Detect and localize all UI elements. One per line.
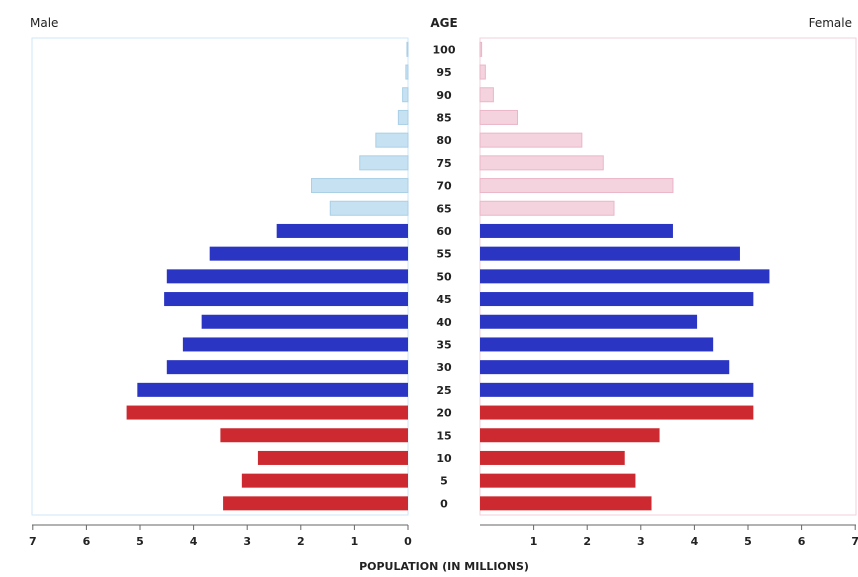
age-label-10: 10: [436, 452, 452, 465]
bar-male-20: [126, 405, 408, 420]
bar-male-55: [209, 246, 408, 261]
bar-female-20: [480, 405, 754, 420]
age-label-5: 5: [440, 475, 448, 488]
bar-female-50: [480, 269, 770, 284]
bar-male-100: [406, 41, 409, 57]
bar-male-85: [397, 109, 409, 125]
x-axis-label: POPULATION (IN MILLIONS): [359, 560, 529, 573]
bar-female-60: [480, 223, 673, 238]
bar-male-90: [402, 87, 409, 103]
bar-female-55: [480, 246, 740, 261]
bar-male-5: [241, 473, 408, 488]
bar-male-95: [405, 64, 409, 80]
age-label-55: 55: [436, 248, 451, 261]
bar-male-50: [166, 269, 408, 284]
bar-female-95: [479, 64, 486, 80]
age-label-35: 35: [436, 338, 451, 351]
age-label-60: 60: [436, 225, 452, 238]
x-tick-label-right-5: 5: [744, 535, 752, 548]
age-label-20: 20: [436, 407, 452, 420]
bar-male-25: [137, 382, 408, 397]
x-tick-label-right-7: 7: [851, 535, 858, 548]
age-label-100: 100: [433, 43, 456, 56]
age-column-header: AGE: [430, 16, 457, 30]
age-label-70: 70: [436, 180, 452, 193]
x-tick-label-left-7: 7: [29, 535, 37, 548]
bar-male-40: [201, 314, 408, 329]
bar-female-80: [479, 132, 583, 148]
bar-male-45: [164, 292, 408, 307]
age-label-15: 15: [436, 429, 451, 442]
age-label-25: 25: [436, 384, 451, 397]
bar-male-60: [276, 223, 408, 238]
bar-male-30: [166, 360, 408, 375]
x-tick-label-right-4: 4: [691, 535, 699, 548]
bar-male-65: [329, 200, 409, 216]
bar-male-0: [223, 496, 408, 511]
x-tick-label-left-0: 0: [404, 535, 412, 548]
bar-female-15: [480, 428, 660, 443]
bar-female-0: [480, 496, 652, 511]
x-tick-label-right-1: 1: [530, 535, 538, 548]
age-label-40: 40: [436, 316, 452, 329]
bar-male-10: [257, 450, 408, 465]
bar-male-75: [359, 155, 409, 171]
bar-female-75: [479, 155, 604, 171]
bar-female-90: [479, 87, 494, 103]
age-label-45: 45: [436, 293, 451, 306]
x-tick-label-left-6: 6: [83, 535, 91, 548]
x-tick-label-right-3: 3: [637, 535, 645, 548]
x-tick-label-left-4: 4: [190, 535, 198, 548]
x-tick-label-left-1: 1: [351, 535, 359, 548]
bar-female-5: [480, 473, 636, 488]
x-tick-label-left-5: 5: [136, 535, 144, 548]
left-series-label: Male: [30, 16, 58, 30]
bar-female-100: [479, 41, 483, 57]
age-label-50: 50: [436, 270, 452, 283]
age-label-30: 30: [436, 361, 452, 374]
x-tick-label-right-6: 6: [798, 535, 806, 548]
bar-male-80: [375, 132, 409, 148]
bar-female-25: [480, 382, 754, 397]
bar-male-35: [182, 337, 408, 352]
bar-female-40: [480, 314, 698, 329]
bar-female-10: [480, 450, 625, 465]
age-label-90: 90: [436, 89, 452, 102]
bar-male-70: [311, 178, 409, 194]
bar-female-35: [480, 337, 714, 352]
x-tick-label-left-3: 3: [243, 535, 251, 548]
bar-female-65: [479, 200, 615, 216]
bar-female-70: [479, 178, 674, 194]
age-label-80: 80: [436, 134, 452, 147]
x-tick-label-right-2: 2: [583, 535, 591, 548]
x-tick-label-left-2: 2: [297, 535, 305, 548]
age-label-75: 75: [436, 157, 451, 170]
bar-female-45: [480, 292, 754, 307]
age-label-85: 85: [436, 111, 451, 124]
bar-female-85: [479, 109, 519, 125]
right-series-label: Female: [809, 16, 852, 30]
age-label-95: 95: [436, 66, 451, 79]
age-label-0: 0: [440, 497, 448, 510]
age-label-65: 65: [436, 202, 451, 215]
bar-female-30: [480, 360, 730, 375]
bar-male-15: [220, 428, 408, 443]
